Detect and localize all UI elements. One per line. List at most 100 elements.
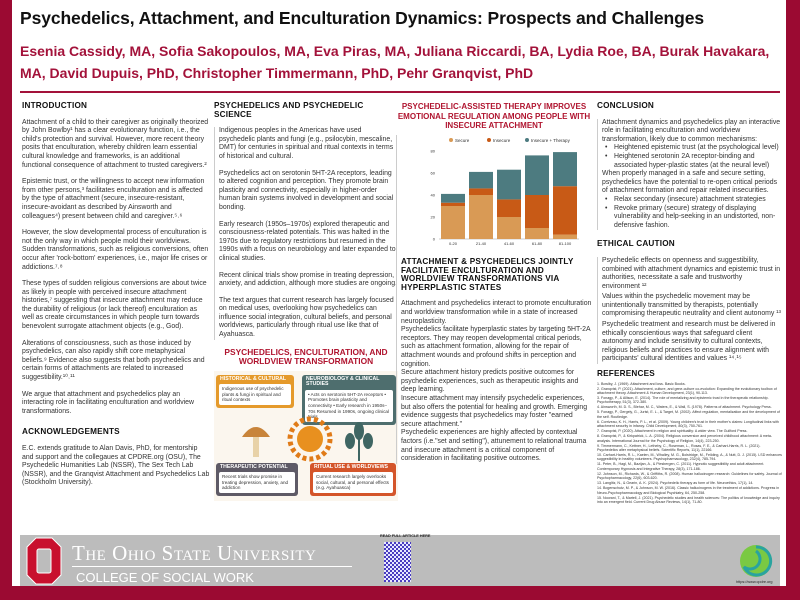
reference-item: 13. Langlitz, N., & Gearin, A. K. (2024)…	[597, 481, 754, 486]
conclusion-heading: CONCLUSION	[597, 101, 655, 110]
bar-segment	[441, 202, 465, 206]
findings-paragraph: Secure attachment history predicts posit…	[401, 369, 579, 394]
reference-item: 8. Granqvist, P., & Kirkpatrick, L. A. (…	[597, 434, 773, 443]
conclusion-bullet: Revoke primary (secure) strategy of disp…	[602, 205, 782, 231]
references-heading: REFERENCES	[597, 369, 655, 379]
reference-item: 9. Timmermann, C., Kettner, H., Letheby,…	[597, 443, 761, 453]
qr-code[interactable]	[384, 542, 411, 582]
y-tick-label: 40	[431, 192, 436, 197]
y-tick-label: 0	[433, 236, 436, 241]
bar-segment	[441, 205, 465, 239]
reference-item: 2. Granqvist, P. (2021). Attachment, cul…	[597, 386, 777, 396]
intro-paragraph: These types of sudden religious conversi…	[22, 280, 207, 331]
science-paragraph: Psychedelics act on serotonin 5HT-2A rec…	[219, 169, 394, 211]
authors: Esenia Cassidy, MA, Sofia Sakopoulos, MA…	[20, 43, 770, 81]
x-tick-label: 41-60	[504, 241, 515, 246]
column-conclusion: CONCLUSION Attachment dynamics and psych…	[597, 98, 782, 505]
sun-icon	[287, 416, 333, 462]
science-heading: PSYCHEDELICS AND PSYCHEDELIC SCIENCE	[214, 101, 364, 119]
bar-segment	[441, 193, 465, 203]
conclusion-bullet: Heightened epistemic trust (at the psych…	[602, 144, 782, 153]
ethics-heading: ETHICAL CAUTION	[597, 239, 675, 249]
ack-text: E.C. extends gratitude to Alan Davis, Ph…	[22, 445, 210, 487]
university-name: The Ohio State University	[72, 541, 317, 565]
infographic-box-ritual: RITUAL USE & WORLDVIEWS Current research …	[310, 462, 396, 497]
footer-divider	[72, 566, 352, 567]
reference-item: 3. Fonagy, P., & Allison, E. (2014). The…	[597, 396, 769, 405]
ethics-paragraph: Psychedelic effects on openness and sugg…	[602, 256, 781, 290]
conclusion-bullet: Heightened serotonin 2A receptor-binding…	[602, 153, 782, 170]
osu-block-o-logo	[26, 537, 62, 585]
bar-segment	[469, 171, 493, 188]
cpdre-url[interactable]: https://www.cpdre.org	[736, 580, 773, 584]
poster-title: Psychedelics, Attachment, and Enculturat…	[20, 8, 704, 28]
intro-paragraph: Epistemic trust, or the willingness to a…	[22, 178, 205, 220]
divider	[20, 91, 780, 93]
reference-item: 10. Carhart-Harris, R. L., Kaelen, M., W…	[597, 453, 782, 462]
infographic-box-therapeutic: THERAPEUTIC POTENTIAL Recent trials show …	[216, 462, 298, 497]
findings-paragraph: Psychedelic experiences are highly affec…	[401, 429, 587, 463]
bar-segment	[497, 198, 521, 217]
bar-segment	[525, 227, 549, 239]
legend-swatch	[525, 137, 529, 142]
qr-label: READ FULL ARTICLE HERE	[380, 534, 431, 538]
stacked-bar-chart: Secure Insecure Insecure + Therapy 0 20 40 60 8…	[431, 137, 579, 246]
infographic-illustration	[242, 416, 373, 462]
x-tick-label: 0-20	[449, 241, 458, 246]
references-list: 1. Bowlby, J. (1969). Attachment and los…	[597, 382, 782, 505]
intro-paragraph: Attachment of a child to their caregiver…	[22, 118, 209, 169]
jointly-heading: ATTACHMENT & PSYCHEDELICS JOINTLY FACILI…	[401, 257, 574, 292]
x-tick-label: 61-80	[532, 241, 543, 246]
poster: Psychedelics, Attachment, and Enculturat…	[12, 0, 786, 586]
reference-item: 11. Peter, B., Hagl, M., Bazijan, A., & …	[597, 462, 765, 471]
bar-segment	[497, 169, 521, 199]
college-name: COLLEGE OF SOCIAL WORK	[76, 570, 254, 585]
findings-paragraph: Attachment and psychedelics interact to …	[401, 300, 592, 325]
x-tick-label: 21-40	[476, 241, 487, 246]
column-findings: PSYCHEDELIC-ASSISTED THERAPY IMPROVES EM…	[396, 98, 592, 464]
reference-item: 12. Johnson, M., Richards, W., & Griffit…	[597, 471, 782, 481]
conclusion-middle: When properly managed in a safe and secu…	[602, 170, 778, 195]
ethics-paragraph: Psychedelic treatment and research must …	[602, 321, 776, 363]
reference-item: 15. Noorani, T., & Martell, J. (2021). P…	[597, 495, 780, 505]
legend-swatch	[487, 137, 491, 142]
legend-label: Insecure	[493, 138, 511, 143]
bar-segment	[553, 234, 577, 239]
infographic-heading: PSYCHEDELICS, ENCULTURATION, AND WORLDVI…	[224, 346, 388, 367]
reference-item: 6. Corriveau, K. H., Harris, P. L., et a…	[597, 419, 779, 429]
reference-item: 1. Bowlby, J. (1969). Attachment and los…	[597, 381, 686, 386]
footer: The Ohio State University COLLEGE OF SOC…	[20, 534, 780, 586]
y-tick-label: 20	[431, 214, 436, 219]
intro-heading: INTRODUCTION	[22, 101, 88, 110]
chart-heading: PSYCHEDELIC-ASSISTED THERAPY IMPROVES EM…	[397, 102, 591, 130]
intro-paragraph: Alterations of consciousness, such as th…	[22, 339, 205, 382]
science-paragraph: Recent clinical trials show promise in t…	[219, 271, 397, 288]
legend-label: Secure	[455, 138, 470, 143]
bar-segment	[553, 151, 577, 186]
cpdre-spiral-logo	[740, 545, 773, 577]
intro-paragraph: However, the slow developmental process …	[22, 229, 209, 271]
reference-item: 5. Fonagy, P., Gergely, G., Jurist, E. L…	[597, 410, 780, 419]
bar-segment	[553, 185, 577, 235]
infographic-box-neurobiology: NEUROBIOLOGY & CLINICAL STUDIES • Acts on…	[302, 374, 396, 425]
x-tick-label: 81-100	[559, 241, 572, 246]
reference-item: 4. Ainsworth, M. D. S., Blehar, M. C., W…	[597, 405, 772, 410]
bar-segment	[497, 216, 521, 239]
legend-swatch	[449, 137, 453, 142]
science-paragraph: The text argues that current research ha…	[219, 296, 394, 339]
ethics-paragraph: Values within the psychedelic movement m…	[602, 293, 781, 318]
column-science: PSYCHEDELICS AND PSYCHEDELIC SCIENCE Ind…	[214, 98, 398, 501]
bar-segment	[469, 194, 493, 239]
intro-paragraph: We argue that attachment and psychedelic…	[22, 390, 194, 415]
column-introduction: INTRODUCTION Attachment of a child to th…	[22, 98, 210, 496]
mushroom-icon	[242, 426, 270, 457]
reference-item: 7. Granqvist, P. (2020). Attachment in r…	[597, 429, 748, 434]
findings-paragraph: Insecure attachment may intensify psyche…	[401, 395, 588, 428]
ack-heading: ACKNOWLEDGEMENTS	[22, 427, 120, 437]
bar-segment	[525, 154, 549, 195]
plant-icon	[345, 421, 373, 461]
reference-item: 14. Bogenschutz, M. P., & Johnson, M. W.…	[597, 486, 780, 495]
science-paragraph: Early research (1950s–1970s) explored th…	[219, 220, 396, 262]
bar-segment	[525, 194, 549, 228]
y-tick-label: 80	[431, 148, 436, 153]
